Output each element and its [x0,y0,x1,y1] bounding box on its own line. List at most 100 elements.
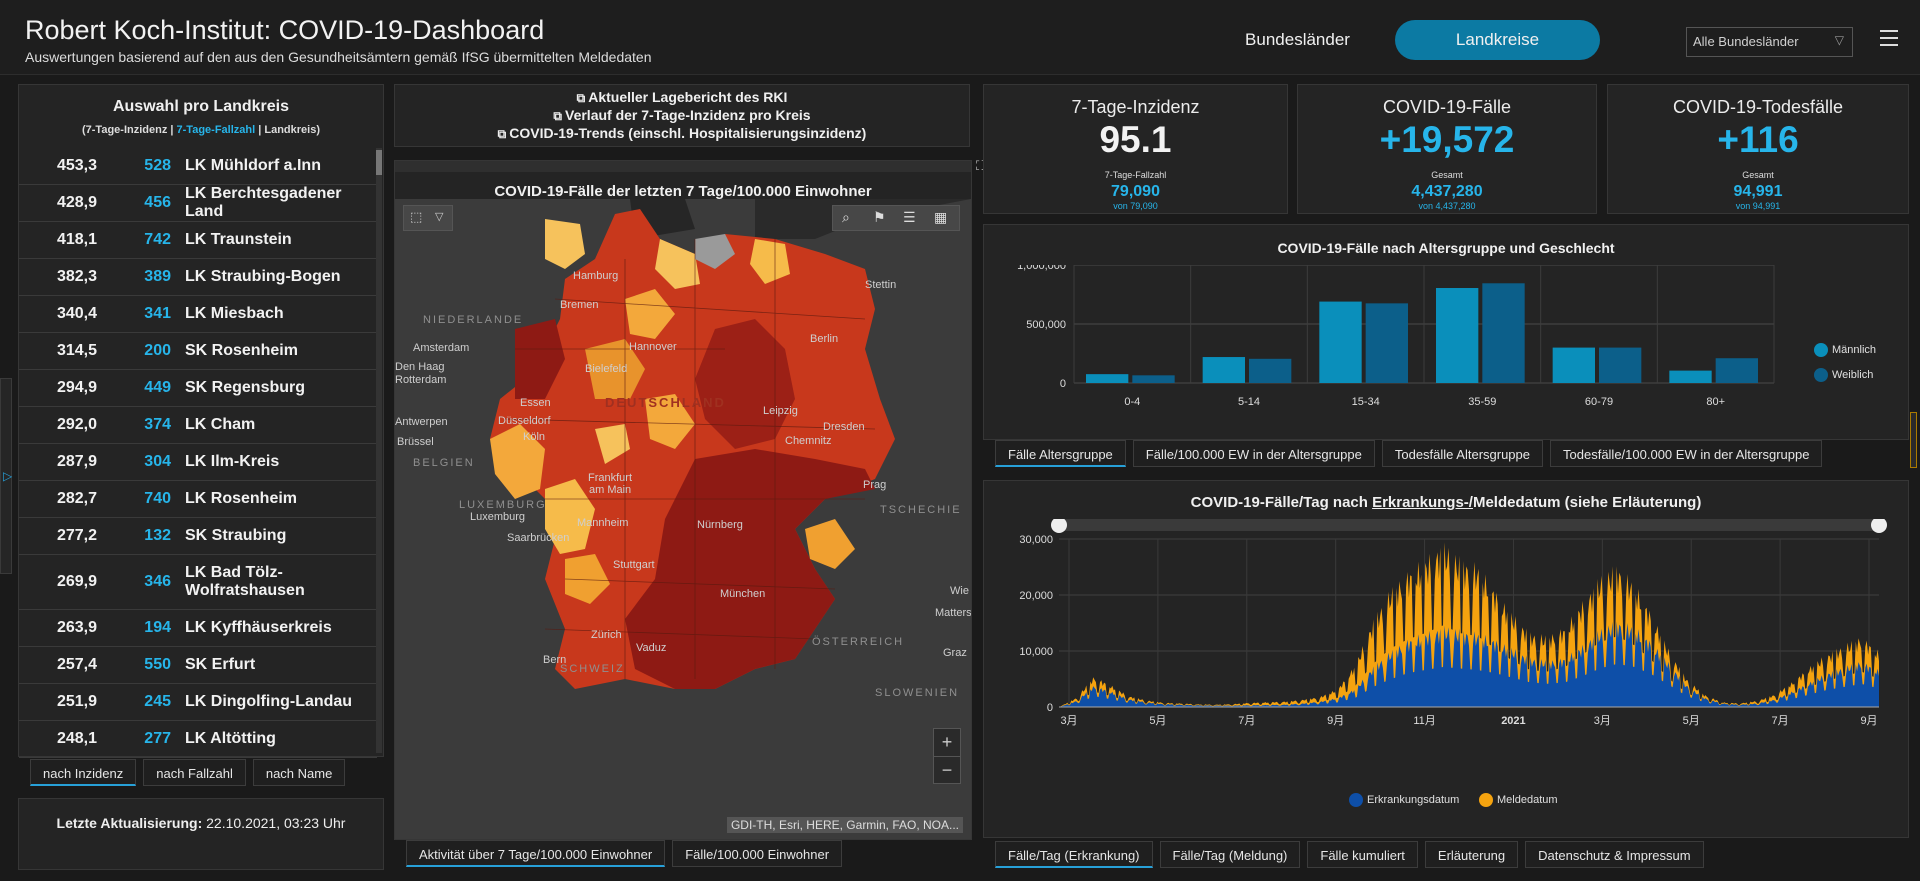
y-tick-label: 20,000 [1019,590,1053,602]
fallzahl-value: 528 [144,157,171,174]
menu-icon[interactable] [1880,30,1898,51]
tab-fälle-tag-meldung[interactable]: Fälle/Tag (Meldung) [1159,841,1301,868]
external-link[interactable]: ⧉ Verlauf der 7-Tage-Inzidenz pro Kreis [553,107,811,123]
fallzahl-value: 740 [144,490,171,507]
tab-todesfälle-100-000-ew-in-der-altersgruppe[interactable]: Todesfälle/100.000 EW in der Altersgrupp… [1550,440,1823,467]
inzidenz-value: 282,7 [56,490,97,507]
fullscreen-icon[interactable]: ⛶ [975,158,985,173]
bar-männlich [1202,357,1245,383]
tab-nach-inzidenz[interactable]: nach Inzidenz [30,759,137,786]
map-select-tool[interactable]: ⬚ ▽ [403,205,453,231]
kpi-sub-value: 79,090 [1111,183,1160,200]
tab-nach-name[interactable]: nach Name [252,759,346,786]
list-item[interactable]: 382,3 389 LK Straubing-Bogen [19,259,377,296]
list-scrollbar[interactable] [376,148,382,753]
x-tick-label: 7月 [1238,715,1255,727]
fallzahl-value: 200 [144,342,171,359]
list-item[interactable]: 294,9 449 SK Regensburg [19,370,377,407]
bundesland-select[interactable]: Alle Bundesländer ▽ [1686,27,1853,57]
inzidenz-value: 418,1 [56,231,97,248]
tab-fälle-altersgruppe[interactable]: Fälle Altersgruppe [995,440,1126,467]
sidebar-toggle[interactable]: ▷ [0,378,12,574]
app-header: Robert Koch-Institut: COVID-19-Dashboard… [0,0,1920,75]
external-link[interactable]: ⧉ COVID-19-Trends (einschl. Hospitalisier… [497,125,867,141]
x-tick-label: 2021 [1501,715,1525,727]
list-item[interactable]: 418,1 742 LK Traunstein [19,222,377,259]
germany-map[interactable] [395,199,971,839]
map-label-amsterdam: Amsterdam [413,342,470,354]
landkreis-name: LK Berchtesgadener Land [185,185,342,220]
kpi-title: COVID-19-Todesfälle [1672,97,1844,117]
list-item[interactable]: 251,9 245 LK Dingolfing-Landau [19,684,377,721]
map-attribution[interactable]: GDI-TH, Esri, HERE, Garmin, FAO, NOA... [726,817,963,833]
map-label-rotterdam: Rotterdam [395,374,447,386]
tab-fälle-100-000-einwohner[interactable]: Fälle/100.000 Einwohner [672,840,843,867]
list-item[interactable]: 269,9 346 LK Bad Tölz-Wolfratshausen [19,555,377,610]
list-item[interactable]: 314,5 200 SK Rosenheim [19,333,377,370]
list-item[interactable]: 248,1 277 LK Altötting [19,721,377,758]
inzidenz-value: 382,3 [56,268,97,285]
map-label-duesseldorf: Düsseldorf [498,415,551,427]
legend-list-icon[interactable]: ☰ [903,209,916,225]
age-chart-title: COVID-19-Fälle nach Altersgruppe und Ges… [1277,240,1615,256]
map-label-hannover: Hannover [629,341,677,353]
external-link[interactable]: ⧉ Aktueller Lagebericht des RKI [576,89,788,105]
list-item[interactable]: 287,9 304 LK Ilm-Kreis [19,444,377,481]
zoom-out-button[interactable]: − [934,756,960,783]
range-slider-track [1059,519,1879,531]
landkreis-name: SK Regensburg [185,379,306,396]
x-tick-label: 3月 [1594,715,1611,727]
tab-erläuterung[interactable]: Erläuterung [1424,841,1519,868]
bar-weiblich [1715,358,1758,383]
list-item[interactable]: 263,9 194 LK Kyffhäuserkreis [19,610,377,647]
kpi-sub-value: 4,437,280 [1411,183,1483,200]
list-item[interactable]: 453,3 528 LK Mühldorf a.Inn [19,148,377,185]
y-tick-label: 0 [1047,702,1053,714]
map-canvas[interactable]: Hamburg Bremen Stettin NIEDERLANDE Amste… [395,199,971,839]
map-label-prag: Prag [863,479,887,491]
inzidenz-value: 269,9 [56,573,97,590]
tab-fälle-tag-erkrankung[interactable]: Fälle/Tag (Erkrankung) [995,841,1153,868]
map-label-tschechien: TSCHECHIE [880,504,962,516]
nav-landkreise-button[interactable]: Landkreise [1395,20,1600,60]
landkreis-name: LK Mühldorf a.Inn [185,157,321,174]
list-item[interactable]: 340,4 341 LK Miesbach [19,296,377,333]
list-item[interactable]: 282,7 740 LK Rosenheim [19,481,377,518]
x-tick-label: 11月 [1413,715,1435,727]
landkreis-list-panel: Auswahl pro Landkreis (7-Tage-Inzidenz |… [18,84,384,758]
page-scrollbar[interactable] [1910,412,1917,468]
tab-aktivität-über-7-tage-100-000-einwohner[interactable]: Aktivität über 7 Tage/100.000 Einwohner [406,840,666,867]
list-title: Auswahl pro Landkreis [112,98,290,115]
nav-bundeslaender-button[interactable]: Bundesländer [1245,30,1350,49]
tab-nach-fallzahl[interactable]: nach Fallzahl [143,759,246,786]
landkreis-list: 453,3 528 LK Mühldorf a.Inn 428,9 456 LK Berc… [19,148,377,758]
tab-fälle-kumuliert[interactable]: Fälle kumuliert [1307,841,1418,868]
chevron-down-icon: ▽ [435,211,444,223]
tab-todesfälle-altersgruppe[interactable]: Todesfälle Altersgruppe [1381,440,1544,467]
kpi-sub-label: Gesamt [1742,170,1774,180]
map-label-frankfurt: Frankfurt [588,472,633,484]
list-item[interactable]: 277,2 132 SK Straubing [19,518,377,555]
landkreis-name: SK Erfurt [185,656,256,673]
kpi-sub-label: Gesamt [1431,170,1463,180]
bookmark-icon[interactable]: ⚑ [873,209,886,225]
inzidenz-value: 428,9 [56,194,97,211]
tab-datenschutz-impressum[interactable]: Datenschutz & Impressum [1525,841,1704,868]
map-label-nuernberg: Nürnberg [697,519,743,531]
zoom-in-button[interactable]: + [941,732,953,752]
list-item[interactable]: 428,9 456 LK Berchtesgadener Land [19,185,377,222]
landkreis-name: SK Rosenheim [185,342,298,359]
basemap-gallery-icon[interactable]: ▦ [934,209,948,225]
search-icon[interactable]: ⌕ [842,209,850,225]
fallzahl-value: 374 [144,416,171,433]
list-item[interactable]: 292,0 374 LK Cham [19,407,377,444]
tab-fälle-100-000-ew-in-der-altersgruppe[interactable]: Fälle/100.000 EW in der Altersgruppe [1132,440,1375,467]
list-item[interactable]: 257,4 550 SK Erfurt [19,647,377,684]
bar-männlich [1086,374,1129,383]
x-tick-label: 5-14 [1238,396,1260,408]
map-label-dresden: Dresden [823,421,865,433]
y-tick-label: 1,000,000 [1017,265,1066,272]
fallzahl-value: 449 [144,379,171,396]
age-chart-tabs: Fälle Altersgruppe Fälle/100.000 EW in de… [995,440,1829,467]
fallzahl-value: 742 [144,231,171,248]
